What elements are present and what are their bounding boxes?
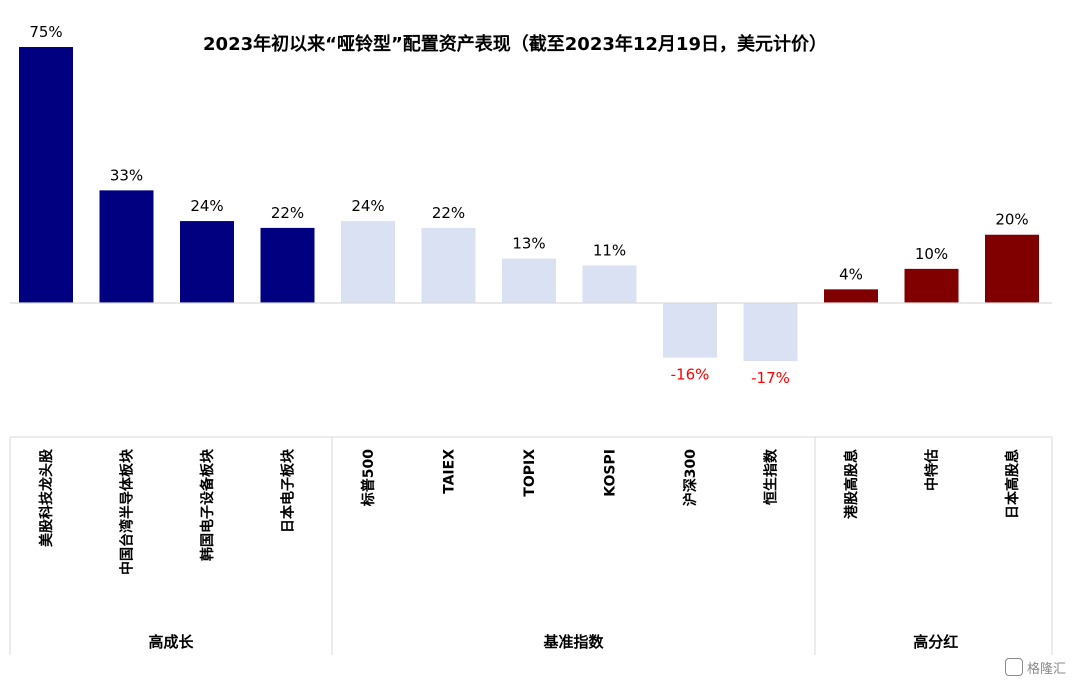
bar: [582, 265, 637, 303]
category-label: KOSPI: [603, 449, 619, 497]
bar: [663, 303, 717, 358]
bar: [180, 221, 234, 303]
bar: [985, 234, 1039, 303]
bar: [19, 47, 73, 303]
watermark-text: 格隆汇: [1026, 662, 1066, 677]
bar: [502, 258, 556, 303]
group-label: 基准指数: [542, 633, 604, 651]
category-label: TOPIX: [522, 449, 538, 497]
data-label: 10%: [915, 245, 948, 263]
data-label: 11%: [593, 241, 626, 259]
category-label: 标普500: [360, 449, 377, 507]
category-label: 中国台湾半导体板块: [119, 448, 136, 575]
group-label: 高成长: [148, 633, 194, 651]
bar: [743, 303, 798, 362]
watermark-logo-icon: [1004, 658, 1023, 676]
category-label: TAIEX: [442, 449, 458, 494]
category-label: 沪深300: [682, 449, 699, 506]
bar: [904, 268, 959, 303]
chart-title: 2023年初以来“哑铃型”配置资产表现（截至2023年12月19日，美元计价）: [203, 33, 827, 55]
data-label: 33%: [110, 166, 143, 184]
data-label: -17%: [751, 369, 790, 387]
data-label: 24%: [190, 197, 223, 215]
category-label: 恒生指数: [763, 448, 780, 505]
category-label: 日本高股息: [1004, 449, 1021, 519]
data-label: 75%: [29, 23, 62, 41]
category-label: 港股高股息: [843, 449, 860, 519]
category-label: 中特估: [924, 449, 941, 491]
data-label: 13%: [512, 235, 545, 253]
watermark: 格隆汇: [1004, 658, 1066, 677]
group-label: 高分红: [913, 633, 958, 651]
bar: [99, 190, 154, 303]
data-label: 4%: [839, 265, 863, 283]
bar: [824, 289, 878, 303]
bars-layer: 75% 33% 24% 22% 24% 22% 13% 11% -16% -17% 4% 10% 20%: [19, 23, 1039, 387]
data-label: 22%: [271, 204, 304, 222]
data-label: 22%: [432, 204, 465, 222]
category-label: 日本电子板块: [280, 448, 297, 533]
category-label: 韩国电子设备板块: [199, 448, 216, 561]
data-label: 24%: [351, 197, 384, 215]
bar: [421, 227, 476, 303]
bar: [341, 221, 395, 303]
data-label: -16%: [671, 366, 710, 384]
category-label: 美股科技龙头股: [38, 448, 55, 547]
bar: [260, 227, 315, 303]
data-label: 20%: [995, 211, 1028, 229]
category-axis: 高成长 基准指数 高分红 美股科技龙头股 中国台湾半导体板块 韩国电子设备板块 日本电子板块…: [9, 436, 1053, 655]
